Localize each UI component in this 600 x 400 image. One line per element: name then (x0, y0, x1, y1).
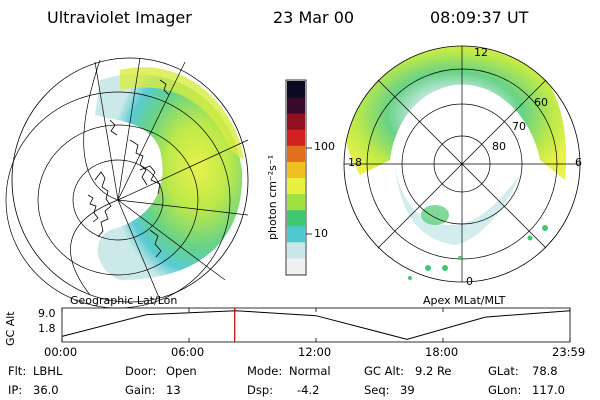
dsp-label: Dsp: (247, 383, 274, 397)
auroral-oval-nightside (395, 165, 520, 245)
colorbar-cell (287, 129, 305, 146)
glon-label: GLon: (488, 383, 522, 397)
mode-label: Mode: (247, 364, 283, 378)
mlat-label-70: 70 (512, 120, 526, 133)
colorbar-cell (287, 257, 305, 275)
colorbar-tick-100: 100 (314, 140, 335, 153)
mlt-label-12: 12 (474, 46, 488, 59)
dayside-emission-geo (120, 67, 244, 160)
glon-value: 117.0 (532, 383, 565, 397)
glat-value: 78.8 (532, 364, 558, 378)
geographic-map (5, 57, 249, 309)
mlt-polar-map (343, 45, 581, 283)
mlat-label-80: 80 (492, 140, 506, 153)
date-label: 23 Mar 00 (273, 8, 355, 27)
strip-ytick-bottom: 1.8 (38, 322, 56, 335)
mlt-label-6: 6 (575, 156, 582, 169)
ip-label: IP: (8, 383, 23, 397)
door-label: Door: (125, 364, 157, 378)
strip-time-label: 12:00 (298, 345, 332, 359)
strip-time-label: 06:00 (171, 345, 205, 359)
colorbar-cell (287, 81, 305, 98)
colorbar-cell (287, 113, 305, 130)
gain-value: 13 (166, 383, 181, 397)
colorbar (285, 79, 312, 276)
mlat-label-60: 60 (534, 96, 548, 109)
colorbar-cell (287, 97, 305, 114)
gcalt-label: GC Alt: (364, 364, 405, 378)
strip-time-label: 18:00 (425, 345, 459, 359)
time-label: 08:09:37 UT (430, 8, 529, 27)
gain-label: Gain: (125, 383, 156, 397)
strip-time-label: 23:59 (552, 345, 586, 359)
dsp-value: -4.2 (297, 383, 320, 397)
glat-label: GLat: (488, 364, 519, 378)
colorbar-cell (287, 145, 305, 162)
strip-time-label: 00:00 (44, 345, 78, 359)
mode-value: Normal (289, 364, 331, 378)
colorbar-cell (287, 193, 305, 211)
strip-ytick-top: 9.0 (38, 307, 56, 320)
colorbar-tick-10: 10 (314, 227, 328, 240)
orbit-altitude-line (61, 310, 571, 340)
mlt-label-18: 18 (348, 156, 362, 169)
colorbar-cell (287, 177, 305, 195)
filter-value: LBHL (33, 364, 63, 378)
strip-ylabel: GC Alt (4, 311, 17, 346)
seq-label: Seq: (364, 383, 390, 397)
altitude-strip (61, 307, 571, 343)
seq-value: 39 (400, 383, 415, 397)
colorbar-cell (287, 225, 305, 243)
filter-label: Flt: (8, 364, 27, 378)
colorbar-cell (287, 161, 305, 178)
emission-dots (408, 225, 548, 280)
gcalt-value: 9.2 Re (415, 364, 452, 378)
coastlines (87, 79, 170, 258)
auroral-oval-dayside (344, 46, 567, 180)
colorbar-cell (287, 241, 305, 259)
ip-value: 36.0 (33, 383, 59, 397)
door-value: Open (166, 364, 197, 378)
mlt-label-0: 0 (466, 275, 473, 288)
instrument-title: Ultraviolet Imager (47, 8, 192, 27)
colorbar-unit-label: photon cm⁻²s⁻¹ (266, 154, 279, 240)
colorbar-cell (287, 209, 305, 227)
geo-panel-caption: Geographic Lat/Lon (70, 294, 178, 307)
mlt-panel-caption: Apex MLat/MLT (423, 294, 506, 307)
